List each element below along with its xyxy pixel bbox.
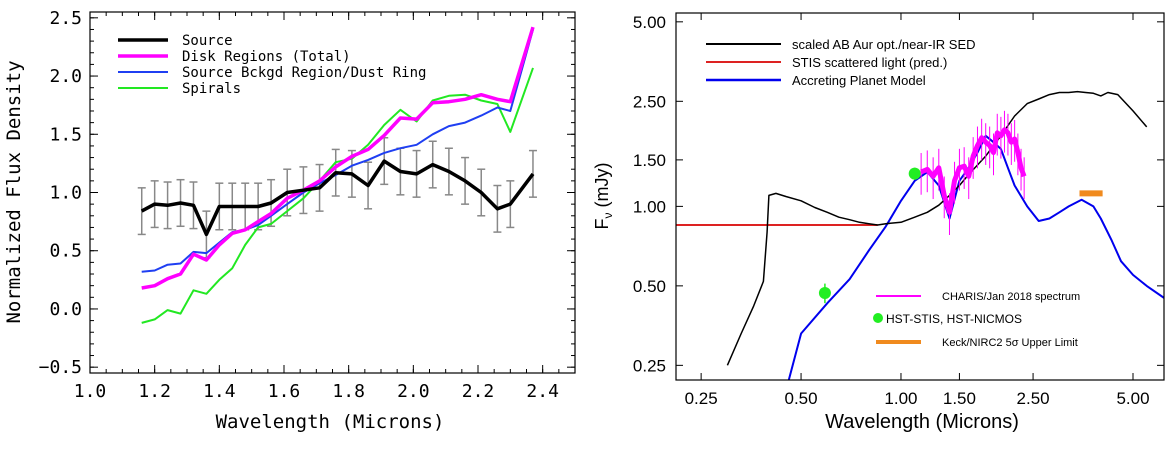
left-chart: 1.0 1.2 1.4 1.6 1.8 2.0 2.2 2.4 −0.5 0.0 0.5 1.0 1.5… [3, 8, 576, 433]
x-tick-label: 0.25 [685, 389, 718, 408]
x-tick-label: 1.50 [943, 389, 976, 408]
right-plot-frame [675, 12, 1165, 381]
x-tick-label: 1.00 [884, 389, 917, 408]
legend-label-keck: Keck/NIRC2 5σ Upper Limit [942, 337, 1078, 349]
left-axes: 1.0 1.2 1.4 1.6 1.8 2.0 2.2 2.4 −0.5 0.0 0.5 1.0 1.5… [39, 8, 576, 402]
keck-label-sub: σ [1012, 337, 1019, 349]
keck-label-rest: Upper Limit [1019, 337, 1078, 349]
y-tick-label: 1.50 [633, 151, 666, 170]
legend-label-dust-ring: Source Bckgd Region/Dust Ring [182, 65, 426, 81]
x-tick-label: 2.4 [526, 381, 559, 402]
hst-point [908, 167, 921, 180]
x-tick-label: 2.0 [397, 381, 430, 402]
y-tick-label: 5.00 [633, 13, 666, 32]
series-ab-aur-sed [726, 90, 1148, 366]
y-tick-label: 2.5 [49, 8, 82, 29]
series-accreting-planet [787, 134, 1164, 380]
right-legend-bottom: CHARIS/Jan 2018 spectrum HST-STIS, HST-N… [873, 291, 1080, 349]
x-tick-label: 1.4 [203, 381, 236, 402]
legend-label-ab-aur: scaled AB Aur opt./near-IR SED [792, 37, 976, 52]
legend-marker-hst [873, 313, 883, 323]
x-tick-label: 2.2 [462, 381, 495, 402]
legend-label-spirals: Spirals [182, 81, 241, 97]
right-chart: 0.25 0.50 1.00 1.50 2.50 5.00 0.25 0.50 1.00 1.50… [592, 12, 1165, 433]
series-disk-regions [141, 26, 535, 290]
x-tick-label: 1.8 [332, 381, 365, 402]
right-axes: 0.25 0.50 1.00 1.50 2.50 5.00 0.25 0.50 1.00 1.50… [633, 12, 1165, 408]
legend-label-disk: Disk Regions (Total) [182, 49, 351, 65]
series-source [140, 159, 535, 237]
left-legend: Source Disk Regions (Total) Source Bckgd… [118, 33, 426, 97]
y-tick-label: 2.0 [49, 66, 82, 87]
right-plot-series [676, 90, 1164, 380]
left-x-axis-label: Wavelength (Microns) [216, 411, 445, 433]
x-tick-label: 1.6 [268, 381, 301, 402]
keck-label-main: Keck/NIRC2 5 [942, 337, 1012, 349]
legend-label-source: Source [182, 33, 233, 49]
legend-label-charis: CHARIS/Jan 2018 spectrum [942, 291, 1080, 303]
y-tick-label: 1.0 [49, 183, 82, 204]
legend-label-hst: HST-STIS, HST-NICMOS [886, 312, 1022, 326]
x-tick-label: 2.50 [1017, 389, 1050, 408]
right-y-axis-label: Fν (mJy) [592, 163, 615, 230]
hst-point [818, 286, 831, 299]
y-tick-label: −0.5 [39, 357, 82, 378]
y-tick-label: 1.5 [49, 124, 82, 145]
y-tick-label: 0.5 [49, 241, 82, 262]
x-tick-label: 1.2 [138, 381, 171, 402]
y-tick-label: 2.50 [633, 92, 666, 111]
left-plot-series [137, 26, 537, 324]
left-y-axis-label: Normalized Flux Density [3, 60, 25, 323]
y-label-rest: (mJy) [592, 163, 612, 213]
x-tick-label: 0.50 [785, 389, 818, 408]
y-tick-label: 0.25 [633, 356, 666, 375]
error-bar [528, 149, 537, 198]
y-label-main: F [592, 218, 612, 229]
right-plot-area [676, 90, 1164, 380]
series-charis-spectrum [920, 127, 1027, 215]
y-tick-label: 0.50 [633, 277, 666, 296]
legend-label-stis: STIS scattered light (pred.) [792, 55, 947, 70]
y-label-sub: ν [601, 212, 615, 218]
y-tick-label: 0.0 [49, 299, 82, 320]
series-dust-ring [141, 29, 534, 273]
x-tick-label: 5.00 [1116, 389, 1149, 408]
right-x-axis-label: Wavelength (Microns) [825, 411, 1019, 433]
right-legend-top: scaled AB Aur opt./near-IR SED STIS scat… [706, 37, 976, 88]
legend-label-planet: Accreting Planet Model [792, 73, 926, 88]
x-tick-label: 1.0 [74, 381, 107, 402]
y-tick-label: 1.00 [633, 197, 666, 216]
